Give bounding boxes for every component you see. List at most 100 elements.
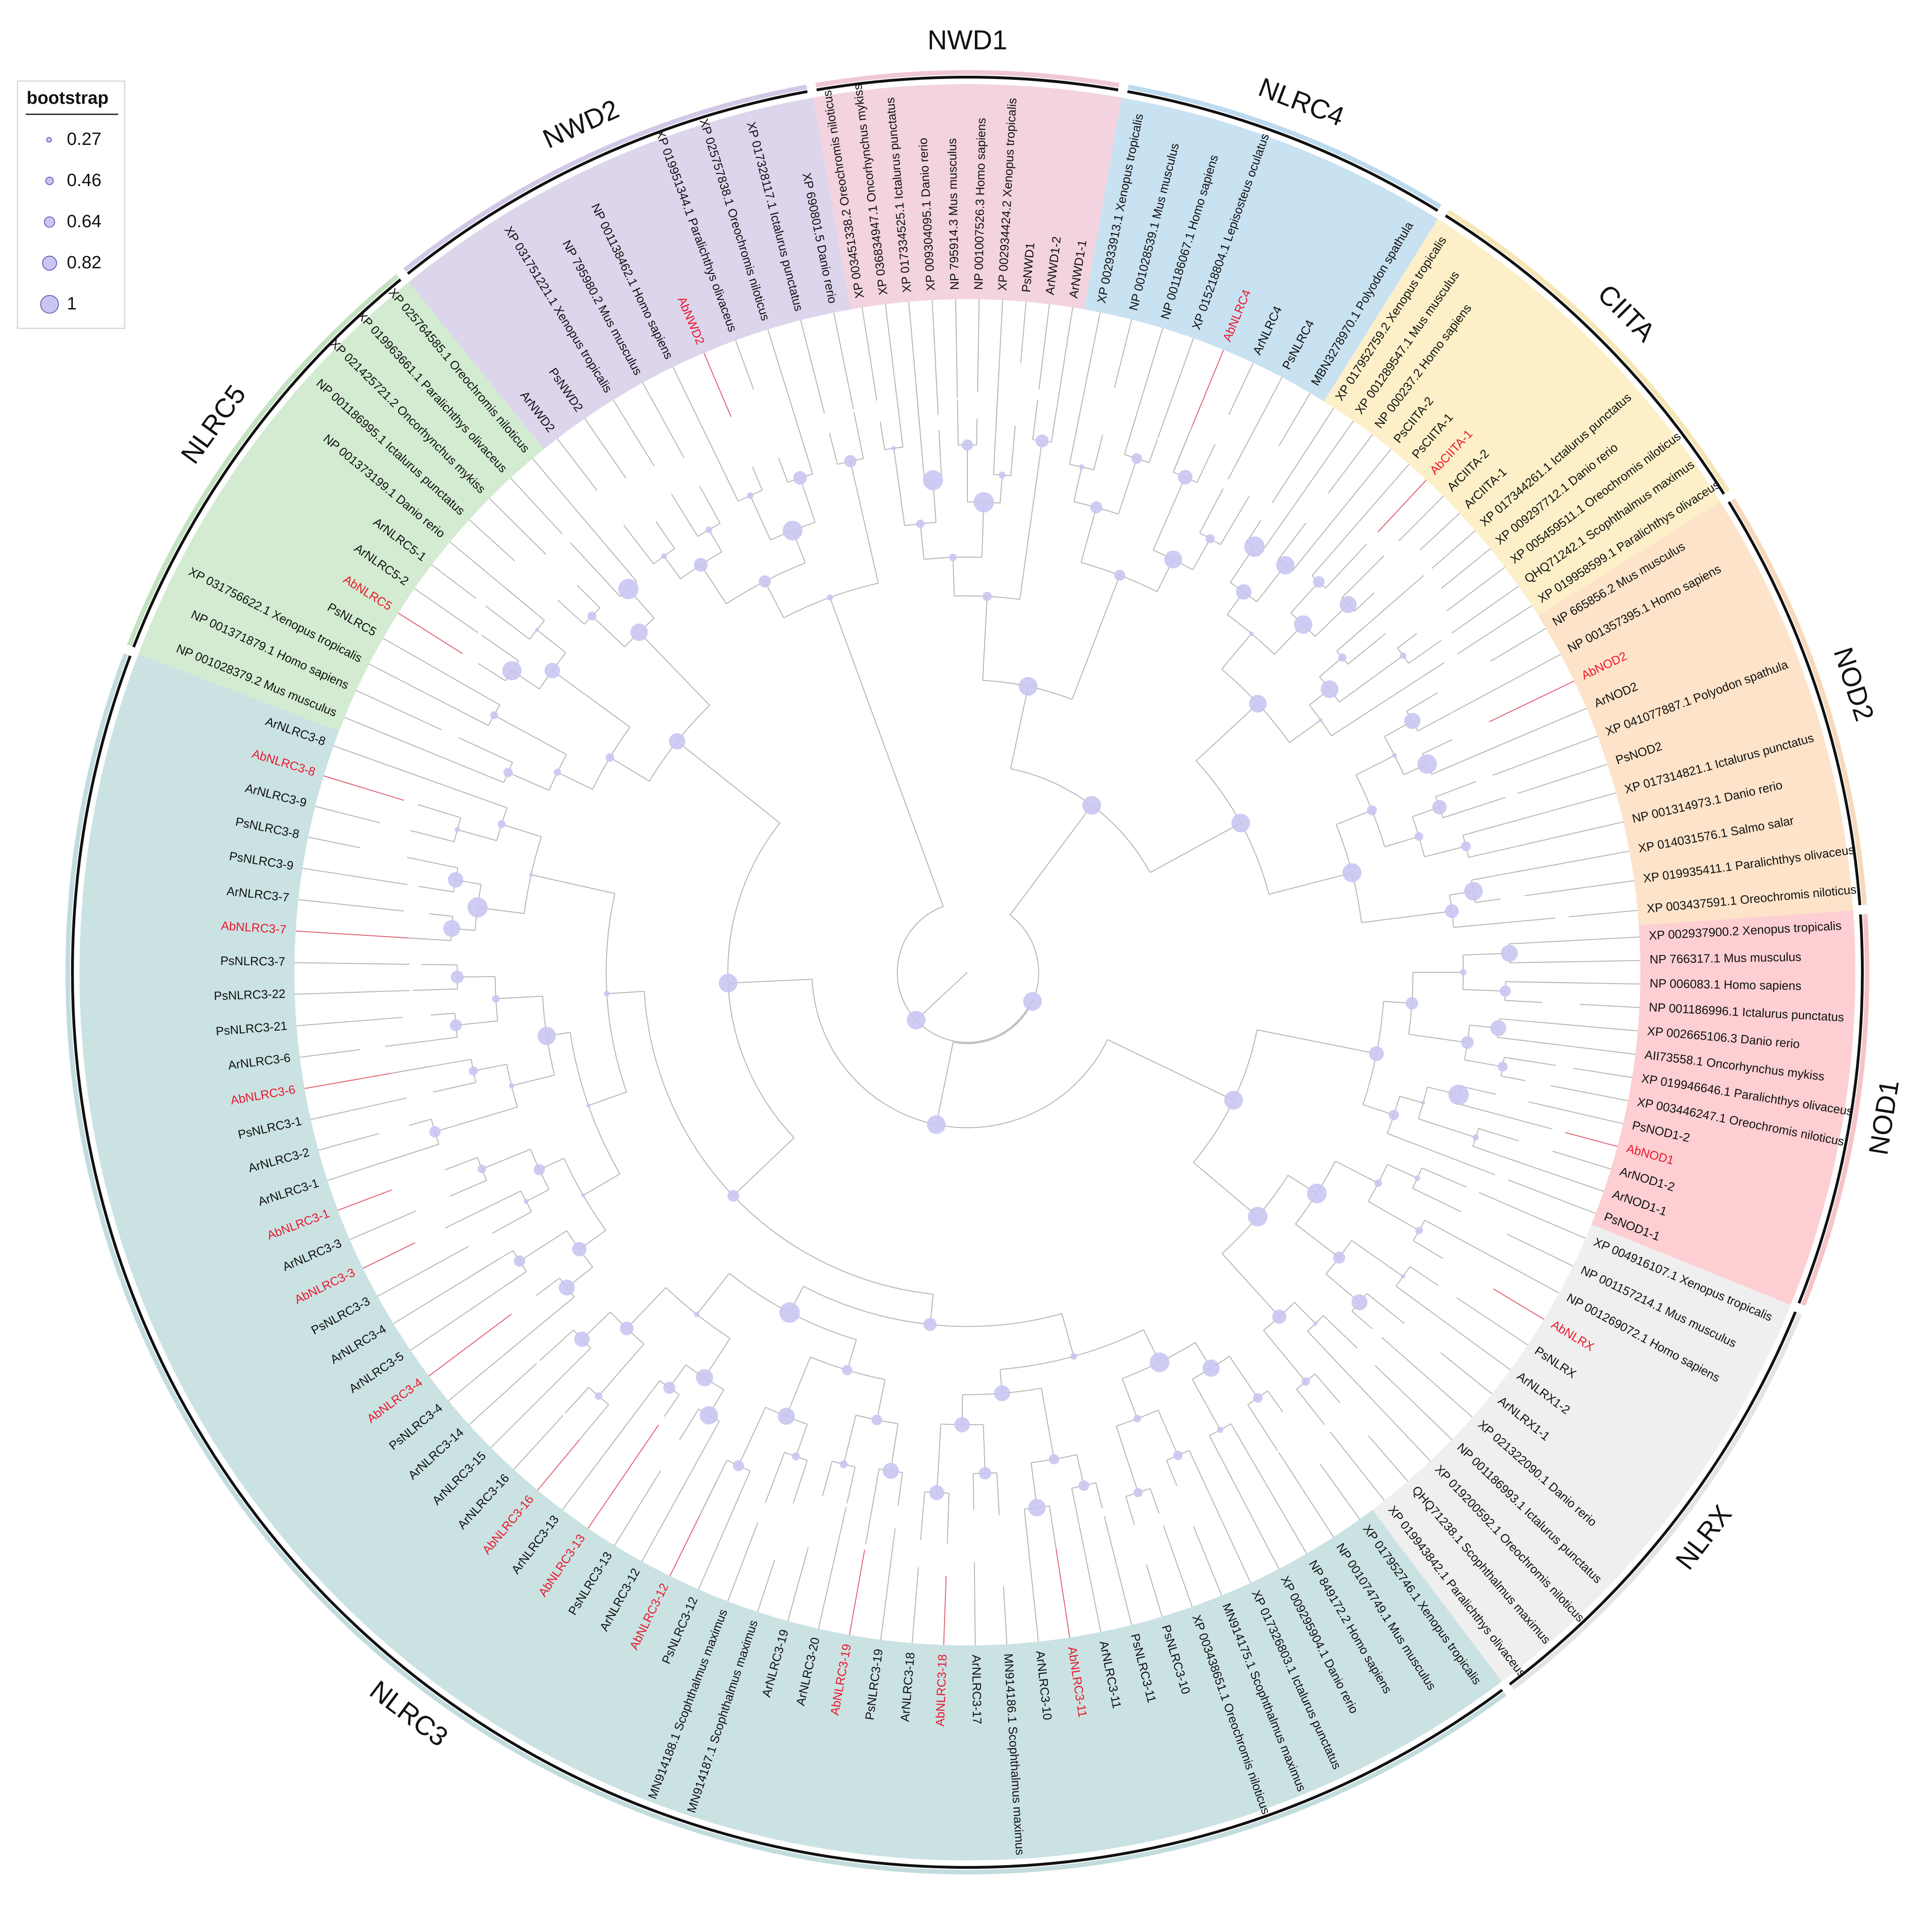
bootstrap-node — [982, 591, 992, 601]
internal-branch — [1413, 1240, 1444, 1259]
tip-branch — [1462, 1240, 1560, 1294]
bootstrap-node — [916, 519, 925, 528]
bootstrap-node — [827, 594, 833, 601]
internal-branch — [410, 830, 454, 842]
tip-branch — [294, 990, 410, 995]
backbone-branch — [982, 596, 988, 681]
internal-branch — [916, 391, 925, 481]
internal-branch — [1166, 1460, 1178, 1486]
tip-branch — [800, 320, 825, 414]
internal-branch — [738, 1407, 766, 1466]
tip-branch — [1079, 1528, 1102, 1632]
tip-branch — [1440, 1352, 1493, 1394]
internal-branch — [957, 400, 959, 445]
bootstrap-node — [1415, 1227, 1423, 1234]
tip-branch — [1528, 1101, 1624, 1124]
internal-branch — [996, 1472, 1000, 1516]
internal-branch — [1387, 1164, 1418, 1179]
internal-branch — [583, 1173, 621, 1196]
clade-ring — [65, 70, 1869, 1874]
bootstrap-node — [1342, 863, 1362, 883]
backbone-branch — [1150, 822, 1241, 873]
backbone-branch — [733, 1137, 794, 1196]
clade-sector — [1372, 1224, 1791, 1682]
bootstrap-node — [514, 1255, 525, 1267]
tip-label: NP 006083.1 Homo sapiens — [1650, 976, 1802, 993]
internal-branch — [1263, 1330, 1306, 1382]
internal-branch — [1041, 1388, 1055, 1459]
internal-branch — [1341, 555, 1385, 598]
backbone-branch — [1268, 872, 1352, 895]
internal-branch — [1410, 1266, 1439, 1286]
bootstrap-node — [1224, 1091, 1243, 1110]
internal-branch — [1023, 1509, 1029, 1541]
internal-branch — [1093, 435, 1103, 470]
internal-branch — [829, 432, 838, 465]
bootstrap-node — [871, 1414, 882, 1426]
backbone-branch — [728, 978, 812, 984]
bootstrap-node — [448, 872, 464, 888]
tip-branch — [532, 458, 620, 561]
internal-branch — [700, 564, 727, 604]
bootstrap-node — [696, 1369, 713, 1386]
root-branch — [916, 972, 968, 1021]
tip-branch — [383, 638, 460, 682]
tip-branch — [1312, 449, 1391, 546]
bootstrap-node — [927, 1115, 946, 1134]
internal-branch — [1424, 846, 1466, 857]
tip-branch — [469, 1363, 537, 1425]
bootstrap-node — [1421, 1101, 1425, 1105]
internal-branch — [1339, 655, 1403, 703]
bootstrap-node — [451, 970, 464, 983]
tip-branch — [490, 1383, 556, 1448]
tip-branch — [1451, 586, 1519, 634]
bootstrap-node — [1461, 1036, 1474, 1049]
legend-value: 1 — [67, 294, 77, 314]
internal-branch — [1499, 1018, 1572, 1026]
bootstrap-node — [581, 1193, 586, 1198]
tip-branch — [1377, 480, 1427, 532]
internal-branch — [1261, 513, 1289, 552]
tip-branch — [911, 1567, 919, 1643]
internal-branch — [1311, 545, 1338, 576]
tip-branch — [315, 806, 380, 824]
bootstrap-node — [1460, 969, 1467, 976]
tip-branch — [429, 1313, 512, 1377]
internal-branch — [598, 1343, 644, 1397]
bootstrap-node — [1131, 453, 1142, 464]
internal-branch — [724, 473, 739, 502]
bootstrap-node — [973, 492, 994, 513]
bootstrap-node — [1392, 753, 1397, 758]
tip-branch — [318, 1133, 379, 1151]
legend-item: 0.46 — [18, 164, 126, 201]
bootstrap-node — [1388, 1110, 1399, 1120]
tip-branch — [1227, 377, 1283, 480]
internal-branch — [1505, 981, 1569, 983]
bootstrap-node — [534, 1164, 545, 1176]
bootstrap-node — [1490, 1020, 1507, 1036]
tip-branch — [614, 1470, 661, 1546]
internal-branch — [897, 1472, 903, 1506]
clade-sectors — [79, 84, 1855, 1860]
internal-branch — [1278, 523, 1307, 560]
internal-branch — [608, 1380, 660, 1449]
internal-branch — [1471, 869, 1525, 881]
bootstrap-node — [929, 1485, 945, 1500]
internal-branch — [786, 1356, 811, 1417]
bootstrap-node — [727, 1190, 739, 1202]
internal-branch — [822, 1461, 833, 1497]
legend-title: bootstrap — [27, 88, 109, 108]
bootstrap-node — [1114, 569, 1125, 581]
internal-branch — [1296, 1389, 1325, 1425]
tip-branch — [1038, 304, 1050, 390]
internal-branch — [433, 1082, 476, 1093]
tip-branch — [296, 1017, 403, 1026]
tip-branch — [587, 1424, 659, 1529]
tip-label: PsNLRC3-22 — [214, 987, 286, 1003]
legend-item: 0.82 — [18, 246, 126, 284]
internal-branch — [1408, 640, 1442, 664]
internal-branch — [846, 1467, 856, 1504]
internal-branch — [531, 874, 615, 894]
bootstrap-node — [1019, 677, 1038, 696]
